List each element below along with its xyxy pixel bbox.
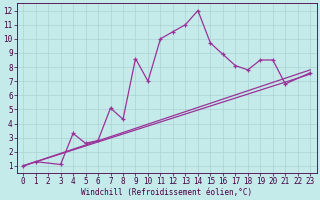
- X-axis label: Windchill (Refroidissement éolien,°C): Windchill (Refroidissement éolien,°C): [81, 188, 252, 197]
